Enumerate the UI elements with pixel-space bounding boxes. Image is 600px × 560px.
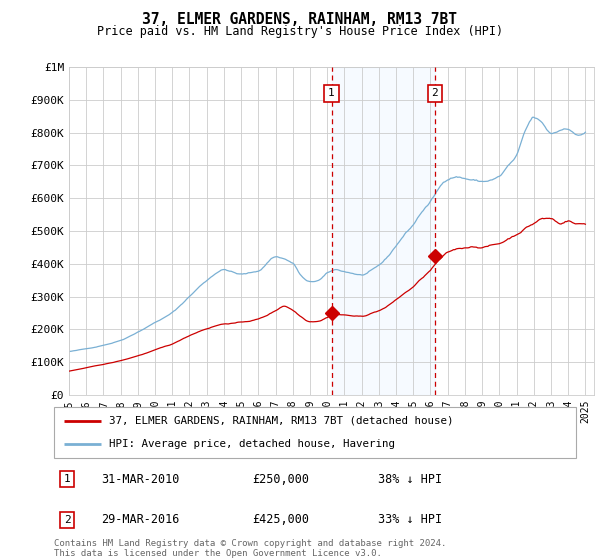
Text: 37, ELMER GARDENS, RAINHAM, RM13 7BT: 37, ELMER GARDENS, RAINHAM, RM13 7BT [143, 12, 458, 27]
Text: 29-MAR-2016: 29-MAR-2016 [101, 514, 179, 526]
Text: 2: 2 [431, 88, 438, 99]
Bar [331, 67, 435, 395]
Text: £250,000: £250,000 [253, 473, 310, 486]
Text: 1: 1 [328, 88, 335, 99]
Text: Contains HM Land Registry data © Crown copyright and database right 2024.
This d: Contains HM Land Registry data © Crown c… [54, 539, 446, 558]
Text: HPI: Average price, detached house, Havering: HPI: Average price, detached house, Have… [109, 439, 395, 449]
Text: 2: 2 [64, 515, 70, 525]
Text: 37, ELMER GARDENS, RAINHAM, RM13 7BT (detached house): 37, ELMER GARDENS, RAINHAM, RM13 7BT (de… [109, 416, 454, 426]
Text: 38% ↓ HPI: 38% ↓ HPI [377, 473, 442, 486]
Text: £425,000: £425,000 [253, 514, 310, 526]
FancyBboxPatch shape [54, 407, 576, 458]
Text: 33% ↓ HPI: 33% ↓ HPI [377, 514, 442, 526]
Text: 31-MAR-2010: 31-MAR-2010 [101, 473, 179, 486]
Text: 1: 1 [64, 474, 70, 484]
Text: Price paid vs. HM Land Registry's House Price Index (HPI): Price paid vs. HM Land Registry's House … [97, 25, 503, 38]
